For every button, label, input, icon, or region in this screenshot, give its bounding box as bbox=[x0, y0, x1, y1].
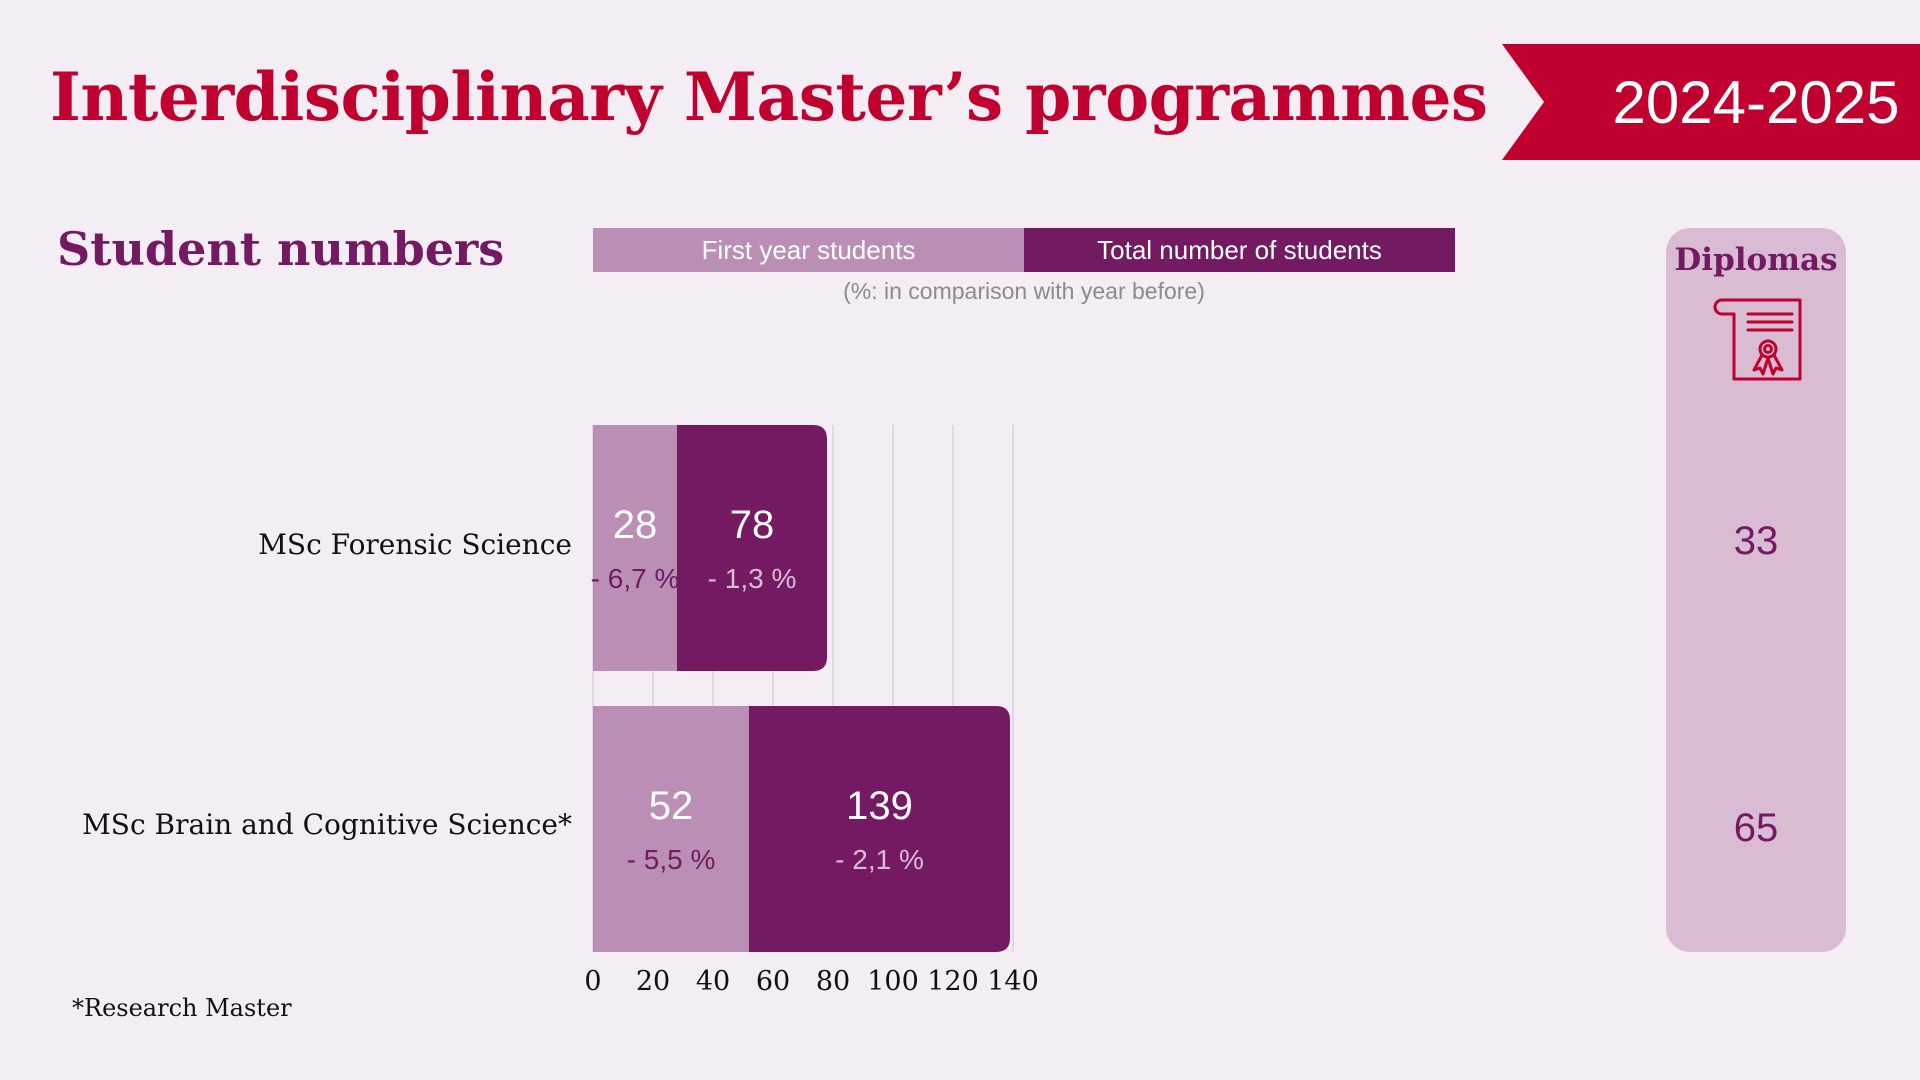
bar-change-label: - 1,3 % bbox=[708, 563, 797, 594]
diploma-value-brain: 65 bbox=[1733, 806, 1779, 850]
page-title: Interdisciplinary Master’s programmes bbox=[50, 58, 1488, 136]
bar-first-year bbox=[593, 706, 749, 952]
bar-value-label: 28 bbox=[613, 503, 658, 547]
x-tick-label: 0 bbox=[584, 966, 601, 997]
x-tick-label: 120 bbox=[927, 966, 979, 997]
category-label-brain: MSc Brain and Cognitive Science* bbox=[82, 808, 572, 841]
bar-change-label: - 5,5 % bbox=[627, 844, 716, 875]
legend-note: (%: in comparison with year before) bbox=[843, 278, 1205, 304]
chart-legend: First year students Total number of stud… bbox=[593, 228, 1455, 272]
footnote: *Research Master bbox=[72, 994, 292, 1022]
bar-first-year bbox=[593, 425, 677, 671]
legend-total: Total number of students bbox=[1024, 228, 1455, 272]
bar-change-label: - 6,7 % bbox=[591, 563, 680, 594]
year-banner: 2024-2025 bbox=[1502, 44, 1920, 160]
bar-total bbox=[677, 425, 827, 671]
diplomas-label: Diplomas bbox=[1674, 242, 1838, 278]
diploma-value-forensic: 33 bbox=[1733, 519, 1779, 563]
x-tick-label: 80 bbox=[816, 966, 850, 997]
bar-total bbox=[749, 706, 1010, 952]
x-tick-label: 40 bbox=[696, 966, 730, 997]
section-title: Student numbers bbox=[57, 222, 505, 276]
x-tick-label: 60 bbox=[756, 966, 790, 997]
bar-value-label: 78 bbox=[730, 503, 775, 547]
bar-value-label: 52 bbox=[649, 784, 694, 828]
x-tick-label: 140 bbox=[987, 966, 1039, 997]
bar-change-label: - 2,1 % bbox=[835, 844, 924, 875]
year-label: 2024-2025 bbox=[1612, 68, 1900, 136]
x-tick-label: 100 bbox=[867, 966, 919, 997]
category-label-forensic: MSc Forensic Science bbox=[258, 528, 572, 561]
x-tick-label: 20 bbox=[636, 966, 670, 997]
bar-value-label: 139 bbox=[846, 784, 913, 828]
legend-first-year: First year students bbox=[593, 228, 1024, 272]
diploma-certificate-icon bbox=[1713, 298, 1802, 381]
diplomas-panel: Diplomas 33 65 bbox=[1666, 228, 1846, 952]
